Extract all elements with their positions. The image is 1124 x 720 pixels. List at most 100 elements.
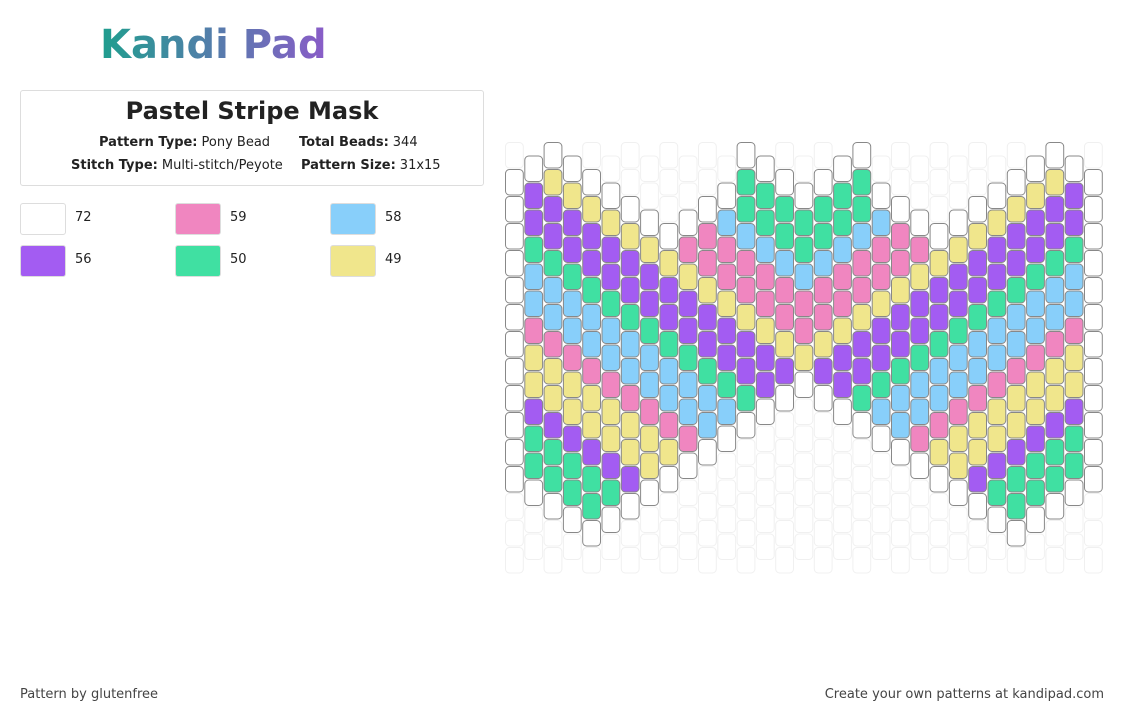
bead: [582, 196, 602, 223]
bead: [1026, 452, 1045, 479]
bead: [1045, 169, 1065, 196]
bead: [775, 385, 795, 412]
bead: [1084, 412, 1103, 439]
bead: [582, 493, 602, 520]
empty-cell: [543, 547, 563, 574]
field-label: Pattern Size:: [301, 158, 396, 173]
bead: [1026, 344, 1045, 371]
bead: [1026, 290, 1045, 317]
empty-cell: [929, 196, 949, 223]
empty-cell: [678, 182, 698, 209]
pattern-title: Pastel Stripe Mask: [125, 97, 379, 125]
bead: [852, 223, 872, 250]
bead: [505, 196, 524, 223]
legend-count: 58: [385, 210, 402, 225]
bead: [775, 304, 795, 331]
empty-cell: [505, 142, 524, 169]
bead: [1045, 439, 1065, 466]
bead: [620, 412, 640, 439]
empty-cell: [948, 506, 968, 533]
bead: [1064, 263, 1084, 290]
field: Stitch Type: Multi-stitch/Peyote: [71, 158, 283, 173]
bead: [833, 236, 852, 263]
bead: [543, 439, 563, 466]
empty-cell: [968, 520, 988, 547]
bead: [582, 466, 602, 493]
empty-cell: [698, 142, 717, 169]
logo: Kandi Pad: [100, 22, 327, 68]
bead: [736, 358, 756, 385]
empty-cell: [698, 547, 717, 574]
bead: [524, 155, 544, 182]
empty-cell: [891, 493, 910, 520]
bead: [659, 304, 679, 331]
bead: [620, 466, 640, 493]
bead: [948, 452, 968, 479]
empty-cell: [929, 169, 949, 196]
bead: [755, 290, 775, 317]
bead: [582, 304, 602, 331]
bead: [1064, 371, 1084, 398]
bead: [910, 263, 930, 290]
bead: [582, 520, 602, 547]
empty-cell: [794, 425, 814, 452]
empty-cell: [910, 182, 930, 209]
bead: [910, 209, 930, 236]
bead: [717, 344, 737, 371]
bead: [1006, 196, 1026, 223]
bead: [543, 466, 563, 493]
empty-cell: [775, 520, 795, 547]
bead: [562, 263, 582, 290]
bead: [968, 493, 988, 520]
bead: [601, 425, 621, 452]
bead: [871, 236, 891, 263]
bead: [1006, 304, 1026, 331]
empty-cell: [1084, 547, 1103, 574]
bead: [1026, 236, 1045, 263]
footer-link[interactable]: Create your own patterns at kandipad.com: [824, 687, 1104, 702]
bead: [601, 209, 621, 236]
bead: [562, 182, 582, 209]
bead: [1006, 466, 1026, 493]
bead: [543, 358, 563, 385]
bead: [505, 466, 524, 493]
bead: [833, 371, 852, 398]
bead: [601, 479, 621, 506]
bead: [1006, 493, 1026, 520]
legend-count: 59: [230, 210, 247, 225]
bead: [755, 236, 775, 263]
empty-cell: [852, 493, 872, 520]
empty-cell: [640, 506, 659, 533]
bead: [659, 466, 679, 493]
bead: [1006, 520, 1026, 547]
bead: [1026, 371, 1045, 398]
empty-cell: [813, 142, 833, 169]
empty-cell: [929, 493, 949, 520]
bead: [1045, 412, 1065, 439]
bead: [968, 304, 988, 331]
bead: [1064, 398, 1084, 425]
empty-cell: [948, 533, 968, 560]
empty-cell: [620, 142, 640, 169]
empty-cell: [968, 169, 988, 196]
bead: [505, 385, 524, 412]
bead: [794, 317, 814, 344]
bead: [640, 290, 659, 317]
empty-cell: [698, 520, 717, 547]
bead: [678, 290, 698, 317]
legend-count: 56: [75, 252, 92, 267]
bead: [871, 344, 891, 371]
bead: [1006, 358, 1026, 385]
empty-cell: [833, 452, 852, 479]
bead: [929, 385, 949, 412]
bead: [543, 331, 563, 358]
empty-cell: [505, 493, 524, 520]
bead: [833, 263, 852, 290]
bead: [968, 277, 988, 304]
bead: [601, 506, 621, 533]
field-value: Pony Bead: [201, 135, 271, 150]
bead: [1045, 277, 1065, 304]
bead: [640, 317, 659, 344]
field-label: Stitch Type:: [71, 158, 158, 173]
empty-cell: [775, 439, 795, 466]
